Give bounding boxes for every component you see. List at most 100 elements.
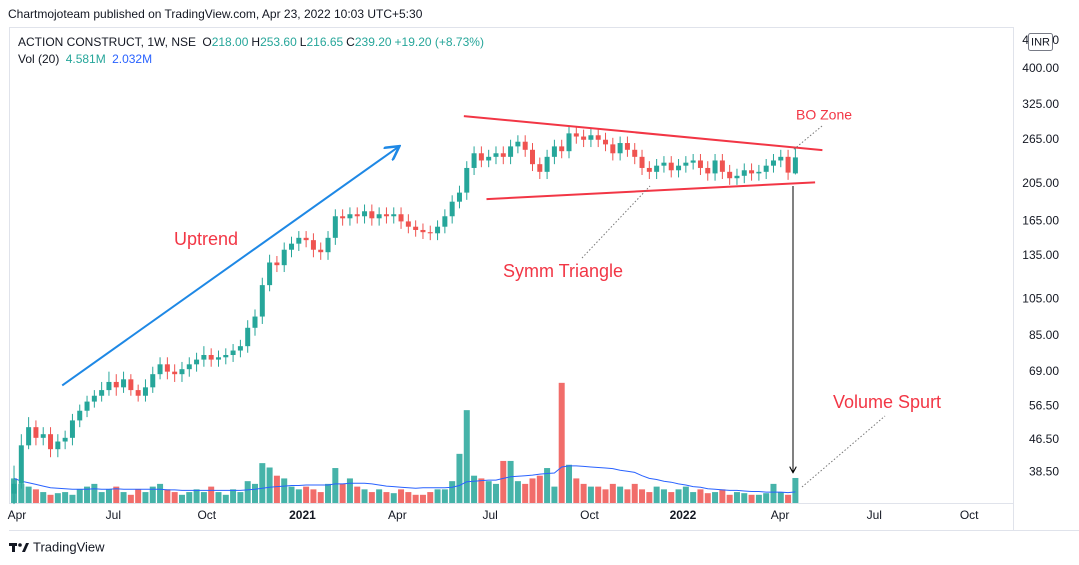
candle-body [683, 162, 689, 166]
volume-bar [690, 492, 697, 503]
volume-bar [295, 489, 302, 503]
y-tick-label: 46.50 [1029, 432, 1059, 446]
volume-bar [478, 478, 485, 503]
volume-bar [390, 493, 397, 503]
candle-body [435, 226, 441, 234]
candle-body [325, 237, 331, 253]
volume-bar [587, 486, 594, 503]
candle-body [508, 146, 514, 157]
candle-body [610, 144, 616, 154]
candle-body [690, 160, 696, 163]
candle-body [581, 136, 587, 140]
volume-name: Vol (20) [18, 52, 60, 66]
volume-bar [230, 489, 237, 503]
drawing-layer [61, 115, 823, 387]
candle-body [486, 156, 492, 161]
candle-body [223, 355, 229, 358]
candle-body [391, 214, 397, 217]
candle-body [48, 434, 54, 450]
y-tick-label: 400.00 [1022, 61, 1059, 75]
volume-bar [310, 489, 317, 503]
candle-body [150, 374, 156, 388]
trend-line [463, 115, 823, 152]
y-tick-label: 205.00 [1022, 176, 1059, 190]
volume-bar [653, 486, 660, 503]
candle-body [62, 437, 68, 442]
volume-bar [719, 489, 726, 503]
volume-bar [368, 492, 375, 503]
candle-body [639, 156, 645, 168]
volume-bar [712, 492, 719, 503]
volume-bar [405, 492, 412, 503]
volume-bar [675, 489, 682, 503]
volume-bar [178, 494, 185, 503]
volume-bar [84, 486, 91, 503]
candle-body [201, 355, 207, 360]
candle-body [332, 216, 338, 238]
volume-bar [646, 492, 653, 503]
currency-label[interactable]: INR [1031, 36, 1050, 48]
candle-body [712, 160, 718, 174]
volume-bar [164, 489, 171, 503]
candle-body [668, 162, 674, 171]
candle-body [603, 139, 609, 145]
volume-bar [471, 475, 478, 503]
candle-body [705, 167, 711, 174]
candle-body [33, 427, 39, 438]
volume-bar [18, 483, 25, 503]
volume-bar [536, 475, 543, 503]
x-tick-label: Apr [771, 508, 790, 522]
y-tick-label: 105.00 [1022, 291, 1059, 305]
x-tick-label: Jul [106, 508, 121, 522]
currency-badge[interactable] [1028, 33, 1053, 51]
candle-body [84, 401, 90, 411]
candle-body [537, 164, 543, 172]
volume-bar [529, 478, 536, 503]
candle-body [515, 141, 521, 147]
volume-bar [25, 486, 32, 503]
y-tick-label: 38.50 [1029, 464, 1059, 478]
trend-line [486, 181, 816, 201]
candle-body [427, 232, 433, 234]
volume-bar [149, 486, 156, 503]
candle-body [354, 214, 360, 217]
callout-line [581, 185, 651, 259]
candle-body [405, 221, 411, 227]
candle-body [792, 157, 798, 174]
volume-bar [463, 410, 470, 503]
volume-bar [485, 481, 492, 503]
x-tick-label: Apr [388, 508, 407, 522]
candle-body [362, 211, 368, 217]
x-tick-label: Apr [8, 508, 27, 522]
volume-bar [551, 486, 558, 503]
volume-bar [580, 483, 587, 503]
volume-bar [755, 494, 762, 503]
volume-bar [303, 486, 310, 503]
candle-body [172, 371, 178, 375]
volume-bar [492, 483, 499, 503]
volume-bar [507, 460, 514, 503]
candle-body [281, 249, 287, 266]
candle-body [529, 149, 535, 165]
volume-bar [595, 486, 602, 503]
y-tick-label: 85.00 [1029, 328, 1059, 342]
volume-bar [361, 489, 368, 503]
volume-bar [398, 489, 405, 503]
candle-body [770, 160, 776, 166]
candle-body [18, 445, 24, 484]
symbol-legend: ACTION CONSTRUCT, 1W, NSE O218.00 H253.60… [18, 35, 487, 49]
candle-body [442, 216, 448, 227]
candle-body [785, 156, 791, 173]
volume-bar [273, 475, 280, 503]
x-tick-label: Oct [960, 508, 979, 522]
volume-bar [544, 468, 551, 503]
volume-bar [573, 478, 580, 503]
volume-bar [631, 483, 638, 503]
volume-bar [251, 483, 258, 503]
candle-body [157, 364, 163, 375]
annotation: Uptrend [174, 229, 238, 249]
volume-bar [244, 481, 251, 503]
volume-bar [522, 483, 529, 503]
volume-bar [558, 382, 565, 503]
volume-bar [76, 489, 83, 503]
